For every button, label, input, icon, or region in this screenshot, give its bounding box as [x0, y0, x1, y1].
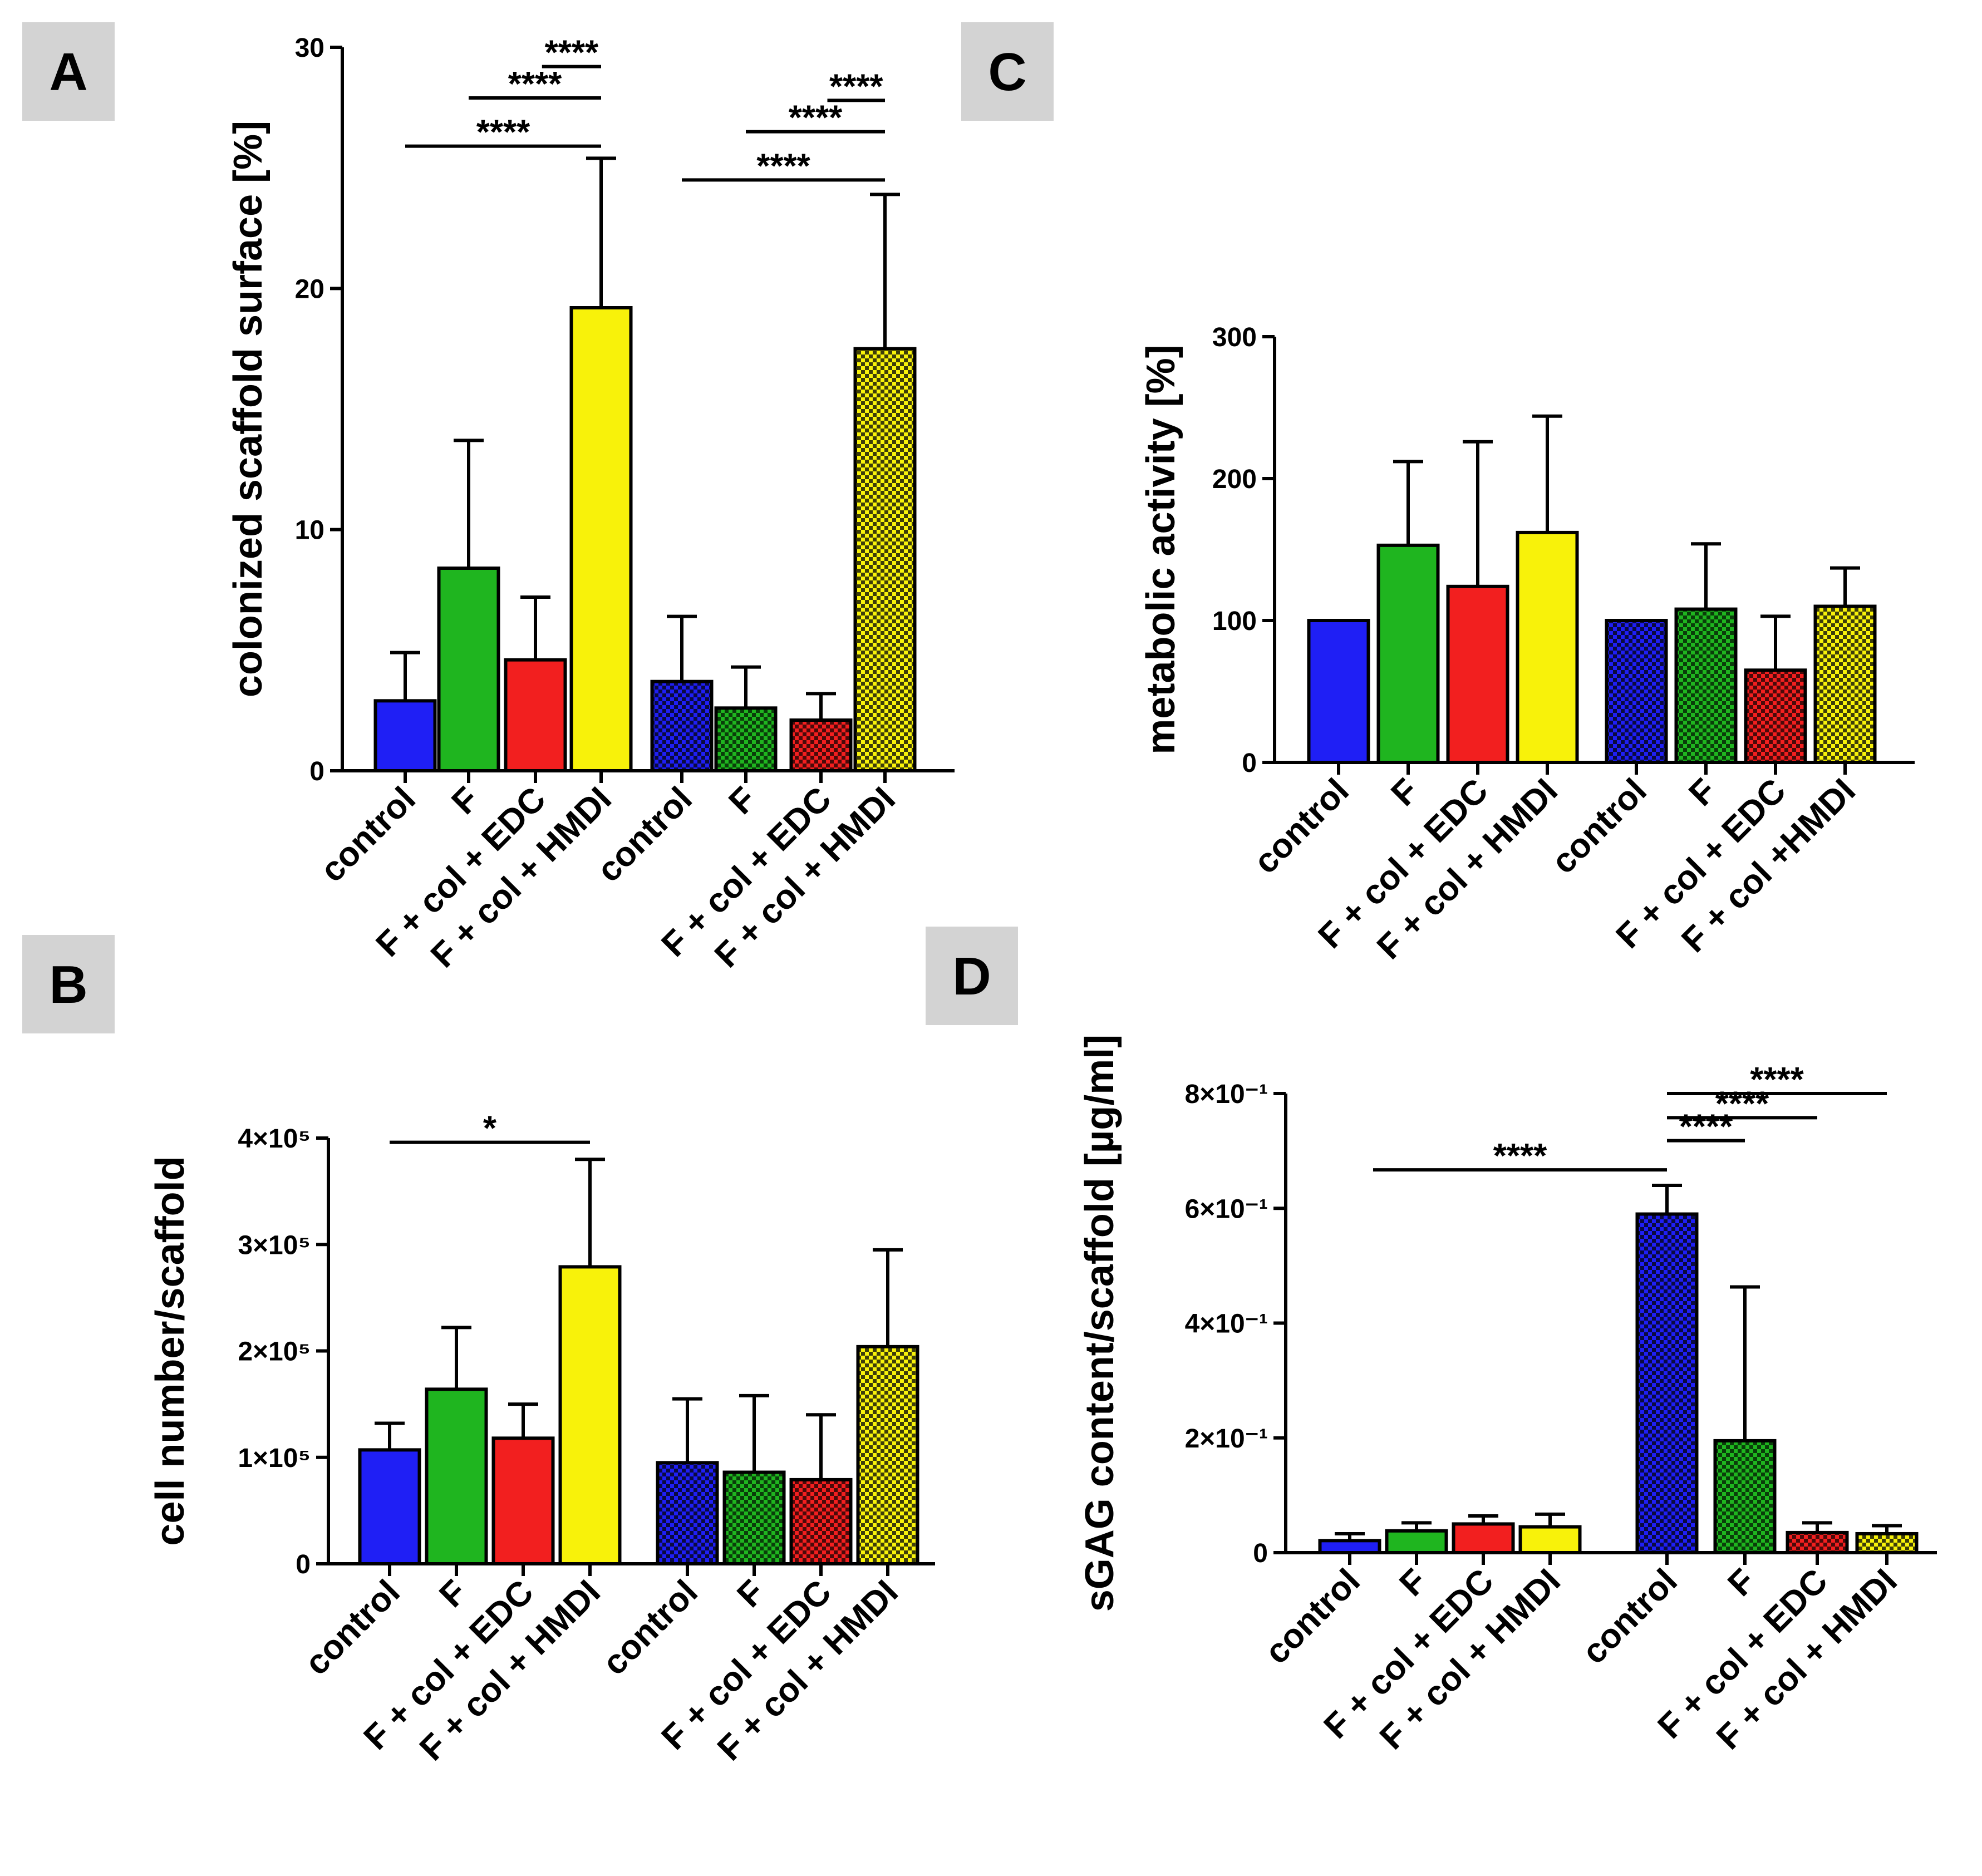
panel-d-significance-label: ****: [1679, 1108, 1733, 1146]
panel-label-a: A: [22, 22, 115, 121]
panel-a-category-label: control: [313, 780, 423, 889]
panel-c-chart: metabolic activity [%] 0 100 200 300 control F…: [1139, 323, 1915, 967]
panel-label-d-box: [926, 927, 1018, 1025]
panel-c-category-label: F: [1681, 771, 1724, 814]
panel-a-bar-solid-red: [504, 658, 567, 772]
panel-b-bar-checkered-red: [789, 1478, 853, 1566]
panel-b-y-axis-label: cell number/scaffold: [148, 1156, 193, 1545]
panel-label-c: C: [961, 22, 1054, 121]
panel-b-bar-solid-yellow: [558, 1265, 622, 1566]
panel-a-y-tick-label: 0: [309, 757, 324, 786]
panel-a-bar-checkered-blue: [650, 680, 714, 772]
panel-d-significance-label: ****: [1493, 1137, 1547, 1175]
panel-c-bar-checkered-yellow: [1813, 604, 1877, 764]
panel-label-d: D: [926, 927, 1018, 1025]
panel-c-y-tick-label: 0: [1242, 749, 1257, 778]
panel-d-category-label: F: [1720, 1562, 1763, 1604]
panel-c-bar-solid-green: [1376, 543, 1440, 764]
panel-label-b-text: B: [49, 955, 87, 1015]
panel-a-bar-checkered-green: [714, 706, 778, 773]
panel-d-y-tick-label: 0: [1253, 1539, 1268, 1568]
panel-b-y-tick-label: 0: [296, 1550, 311, 1579]
panel-label-a-box: [22, 22, 115, 121]
panel-c-category-label: control: [1545, 771, 1654, 881]
panel-d-bar-checkered-green: [1713, 1439, 1777, 1554]
panel-a-significance-label: ****: [508, 65, 562, 104]
panel-a-bar-checkered-yellow: [853, 347, 917, 772]
panel-d-chart: sGAG content/scaffold [µg/ml] 0 2×10⁻¹ 4×10…: [1078, 1035, 1937, 1757]
panel-b-bar-checkered-green: [722, 1470, 786, 1565]
panel-d-y-tick-label: 2×10⁻¹: [1185, 1424, 1268, 1454]
panel-a-significance-label: ****: [829, 67, 883, 106]
panel-label-d-text: D: [952, 947, 991, 1006]
panel-label-b: B: [22, 935, 115, 1033]
panel-d-bar-solid-blue: [1318, 1539, 1381, 1554]
panel-b-significance-label: *: [483, 1110, 497, 1148]
panel-a-y-tick-label: 20: [295, 274, 324, 304]
panel-d-category-label: control: [1575, 1562, 1685, 1671]
panel-label-a-text: A: [49, 42, 87, 102]
panel-c-y-axis-label: metabolic activity [%]: [1139, 344, 1183, 754]
panel-d-y-tick-label: 6×10⁻¹: [1185, 1194, 1268, 1224]
panel-b-y-tick-label: 2×10⁵: [238, 1337, 311, 1367]
panel-d-bar-checkered-yellow: [1855, 1532, 1919, 1554]
panel-d-significance-label: ****: [1715, 1085, 1769, 1123]
panel-b-category-label: F: [432, 1573, 474, 1615]
panel-a-bar-solid-blue: [373, 699, 437, 773]
panel-b-bar-solid-blue: [358, 1448, 421, 1566]
panel-c-category-label: control: [1247, 771, 1356, 881]
panel-c-bar-solid-blue: [1307, 619, 1370, 764]
panel-d-category-label: control: [1258, 1562, 1368, 1671]
panel-a-significance-label: ****: [789, 99, 843, 137]
panel-b-bar-checkered-yellow: [856, 1345, 919, 1566]
panel-b-bar-solid-green: [425, 1387, 488, 1566]
panel-c-category-label: F: [1384, 771, 1426, 814]
panel-c-bar-checkered-green: [1674, 607, 1738, 764]
panel-a-category-label: F: [444, 780, 486, 822]
panel-c-y-tick-label: 100: [1212, 607, 1257, 636]
panel-d-significance-label: ****: [1750, 1061, 1804, 1099]
panel-c-bar-checkered-blue: [1605, 619, 1668, 764]
panel-a-y-tick-label: 10: [295, 516, 324, 545]
panel-d-bar-checkered-red: [1786, 1530, 1849, 1554]
panel-a-significance-label: ****: [476, 114, 530, 152]
panel-a-bar-solid-green: [437, 567, 500, 772]
panel-b-category-label: F: [730, 1573, 772, 1615]
panel-b-y-tick-label: 1×10⁵: [238, 1444, 311, 1473]
panel-d-bar-solid-green: [1385, 1529, 1448, 1554]
panel-d-y-tick-label: 4×10⁻¹: [1185, 1309, 1268, 1339]
panel-a-y-axis-label: colonized scaffold surface [%]: [226, 121, 271, 697]
panel-d-category-label: F: [1392, 1562, 1434, 1604]
panel-d-bar-solid-yellow: [1518, 1525, 1582, 1554]
panel-a-significance-label: ****: [756, 147, 810, 185]
panel-b-category-label: control: [596, 1573, 705, 1682]
panel-b-chart: cell number/scaffold 0 1×10⁵ 2×10⁵ 3×10⁵ 4×10…: [148, 1110, 935, 1768]
panel-c-y-tick-label: 300: [1212, 323, 1257, 352]
panel-label-c-text: C: [988, 42, 1026, 102]
panel-a-category-label: F: [721, 780, 764, 822]
panel-a-bar-checkered-red: [789, 718, 853, 772]
panel-c-bar-solid-red: [1446, 584, 1509, 765]
panel-d-y-tick-label: 8×10⁻¹: [1185, 1080, 1268, 1109]
panel-b-y-tick-label: 4×10⁵: [238, 1124, 311, 1154]
panel-d-y-axis-label: sGAG content/scaffold [µg/ml]: [1078, 1035, 1122, 1612]
panel-a-chart: colonized scaffold surface [%] 0 10 20 30 con…: [226, 33, 955, 975]
panel-b-y-tick-label: 3×10⁵: [238, 1230, 311, 1260]
panel-a-significance-label: ****: [545, 34, 599, 72]
panel-c-y-tick-label: 200: [1212, 465, 1257, 494]
panel-b-bar-solid-red: [491, 1436, 555, 1565]
panel-a-y-tick-label: 30: [295, 33, 324, 63]
panel-d-bar-solid-red: [1452, 1522, 1515, 1554]
panel-c-bar-checkered-red: [1744, 668, 1807, 764]
panel-b-bar-checkered-blue: [656, 1461, 719, 1565]
panel-d-bar-checkered-blue: [1635, 1212, 1699, 1554]
panel-a-bar-solid-yellow: [569, 306, 633, 772]
panel-b-category-label: control: [298, 1573, 407, 1682]
panel-c-bar-solid-yellow: [1516, 530, 1579, 765]
panel-label-b-box: [22, 935, 115, 1033]
panel-label-c-box: [961, 22, 1054, 121]
